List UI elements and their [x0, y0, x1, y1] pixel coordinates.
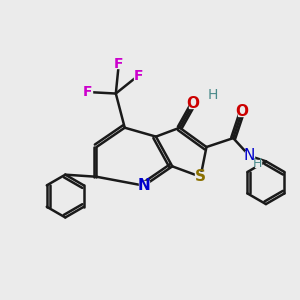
- Text: H: H: [253, 157, 262, 170]
- Text: S: S: [195, 169, 206, 184]
- Text: N: N: [244, 148, 255, 164]
- Bar: [238, 107, 247, 116]
- Bar: [115, 60, 123, 68]
- Bar: [134, 71, 142, 80]
- Bar: [209, 91, 216, 99]
- Text: O: O: [187, 96, 200, 111]
- Bar: [245, 152, 254, 160]
- Bar: [189, 100, 198, 108]
- Text: N: N: [138, 178, 150, 193]
- Text: F: F: [134, 69, 143, 83]
- Text: F: F: [83, 85, 92, 99]
- Bar: [255, 160, 261, 167]
- Bar: [195, 172, 206, 182]
- Text: O: O: [236, 104, 249, 119]
- Text: H: H: [207, 88, 218, 102]
- Bar: [83, 88, 92, 96]
- Bar: [139, 181, 149, 190]
- Text: F: F: [114, 57, 124, 71]
